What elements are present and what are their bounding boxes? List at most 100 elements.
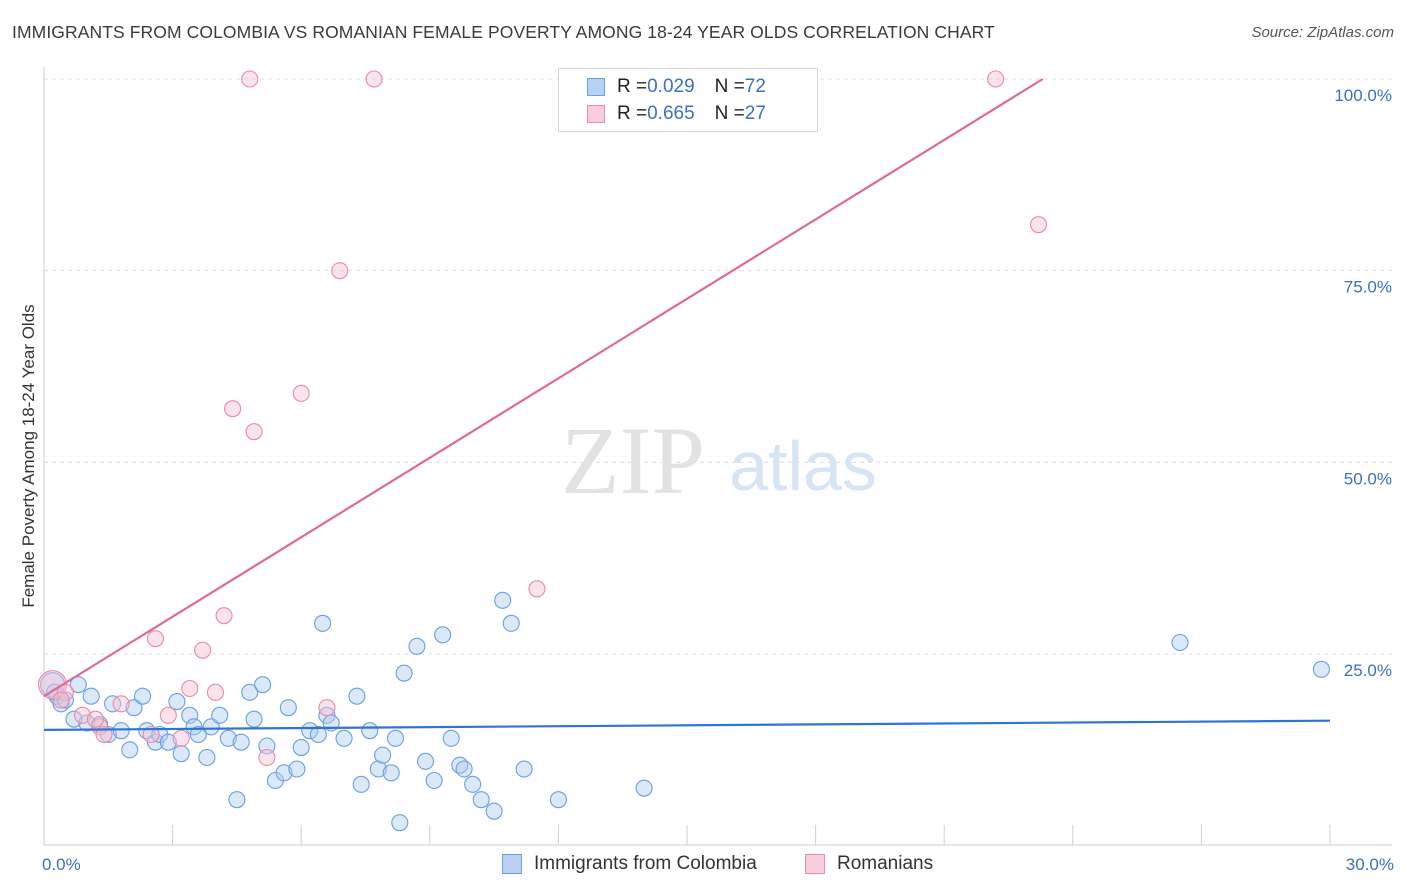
- colombia-point: [485, 802, 503, 820]
- colombia-point: [472, 791, 490, 809]
- colombia-point: [455, 760, 473, 778]
- romanian-point: [159, 706, 177, 724]
- romanian-point: [258, 748, 276, 767]
- romanian-point: [206, 683, 225, 701]
- colombia-point: [211, 706, 229, 724]
- y-tick-label: 25.0%: [1344, 661, 1392, 680]
- legend-n-label: N =: [714, 76, 745, 97]
- trend-lines: [43, 78, 1331, 731]
- y-tick-label: 100.0%: [1334, 86, 1392, 105]
- bottom-legend-label-colombia: Immigrants from Colombia: [534, 853, 757, 874]
- colombia-point: [301, 722, 319, 740]
- colombia-point: [515, 760, 533, 778]
- colombia-point: [348, 687, 366, 705]
- romanian-point: [142, 725, 160, 744]
- romanian-point: [224, 400, 242, 418]
- bottom-legend-swatch-romanians: [805, 854, 825, 874]
- colombia-point: [168, 692, 186, 711]
- y-tick-label: 50.0%: [1344, 469, 1392, 488]
- colombia-point: [361, 722, 379, 740]
- colombia-trend-line: [43, 719, 1331, 731]
- romanian-point: [245, 423, 263, 441]
- colombia-point: [198, 748, 216, 767]
- x-tick-label: 0.0%: [42, 855, 81, 874]
- legend-r-label: R =: [617, 103, 648, 124]
- legend-n-value: 72: [744, 76, 766, 97]
- colombia-point: [241, 683, 259, 701]
- colombia-point: [159, 733, 177, 751]
- colombia-point: [254, 676, 272, 694]
- bottom-legend-label-romanians: Romanians: [837, 853, 934, 874]
- colombia-point: [134, 687, 152, 705]
- colombia-point: [202, 718, 220, 736]
- legend-swatch-romanians: [587, 105, 605, 123]
- colombia-point: [442, 729, 460, 747]
- romanian-point: [215, 607, 233, 625]
- colombia-point: [395, 664, 413, 682]
- colombia-point: [1171, 633, 1189, 652]
- romanian-point: [528, 580, 546, 598]
- romanian-point: [86, 710, 104, 728]
- legend-row-romanians: R = 0.665 N = 27: [587, 102, 766, 126]
- watermark-zip: ZIP: [561, 407, 705, 514]
- colombia-point: [549, 791, 567, 809]
- correlation-legend: R = 0.029 N = 72 R = 0.665 N = 27: [558, 68, 818, 132]
- bottom-legend-romanians: Romanians: [805, 851, 933, 877]
- romanian-point: [181, 679, 199, 698]
- romanian-point: [987, 70, 1005, 88]
- colombia-point: [279, 699, 297, 717]
- colombia-point: [65, 710, 83, 728]
- colombia-point: [245, 710, 263, 728]
- legend-row-colombia: R = 0.029 N = 72: [587, 75, 766, 99]
- colombia-point: [189, 725, 207, 744]
- colombia-point: [104, 695, 122, 713]
- watermark: ZIP atlas: [561, 407, 877, 514]
- romanian-point: [292, 384, 310, 402]
- colombia-point: [434, 626, 452, 644]
- romanian-point: [241, 70, 259, 88]
- colombia-point: [314, 614, 332, 632]
- colombia-point: [335, 729, 353, 747]
- romanian-point: [112, 695, 130, 713]
- legend-n-value: 27: [744, 103, 766, 124]
- colombia-point: [369, 760, 387, 778]
- colombia-point: [219, 729, 237, 747]
- colombia-point: [386, 729, 405, 747]
- legend-r-value: 0.665: [647, 103, 695, 124]
- colombia-points: [40, 591, 1330, 832]
- romanian-point: [172, 729, 190, 747]
- colombia-point: [121, 741, 139, 759]
- romanian-point: [1029, 216, 1048, 234]
- source-label: Source: ZipAtlas.com: [1251, 24, 1394, 41]
- colombia-point: [288, 760, 306, 778]
- y-tick-label: 75.0%: [1344, 278, 1392, 297]
- colombia-point: [82, 687, 100, 705]
- colombia-point: [391, 814, 409, 832]
- romanian-point: [365, 70, 383, 88]
- colombia-point: [232, 733, 250, 751]
- colombia-point: [1312, 660, 1330, 678]
- legend-swatch-colombia: [587, 78, 605, 96]
- colombia-point: [502, 614, 520, 632]
- colombia-point: [464, 775, 482, 793]
- x-tick-label: 30.0%: [1346, 855, 1394, 874]
- colombia-point: [112, 722, 130, 740]
- romanian-trend-line: [43, 78, 1044, 698]
- colombia-point: [416, 752, 435, 770]
- watermark-atlas: atlas: [729, 427, 877, 505]
- legend-r-label: R =: [617, 76, 648, 97]
- romanian-point: [194, 641, 212, 659]
- y-axis-title: Female Poverty Among 18-24 Year Olds: [19, 304, 38, 607]
- romanian-point: [146, 630, 165, 648]
- colombia-point: [172, 745, 190, 763]
- colombia-point: [275, 764, 293, 782]
- colombia-point: [494, 591, 512, 609]
- colombia-point: [125, 699, 143, 717]
- colombia-point: [352, 775, 370, 793]
- colombia-point: [374, 746, 392, 764]
- romanian-point: [52, 691, 70, 709]
- colombia-point: [635, 779, 653, 797]
- colombia-point: [228, 791, 246, 809]
- gridlines: [44, 78, 1392, 655]
